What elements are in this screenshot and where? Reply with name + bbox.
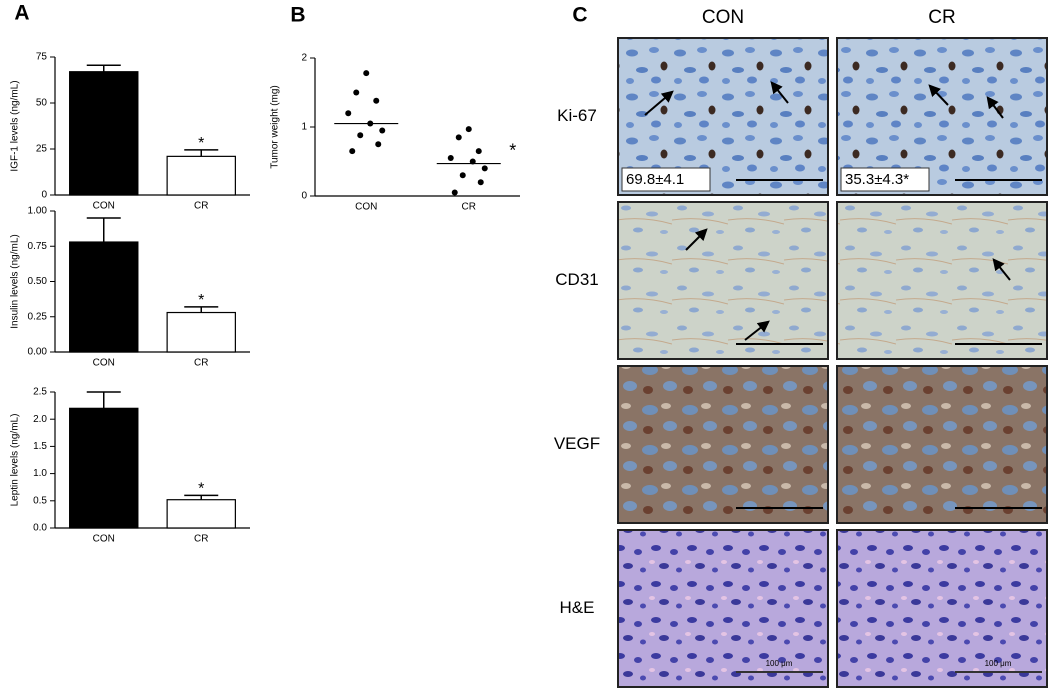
y-tick-label: 0.75 bbox=[28, 241, 48, 252]
scale-label: 100 μm bbox=[766, 659, 793, 668]
data-point bbox=[363, 70, 370, 77]
quantification-box bbox=[621, 167, 711, 192]
bar bbox=[69, 241, 139, 353]
arrow bbox=[986, 96, 1004, 119]
data-point bbox=[349, 148, 356, 155]
y-tick-label: 1.00 bbox=[28, 206, 48, 217]
y-tick-label: 0.5 bbox=[33, 495, 47, 506]
micrograph bbox=[836, 529, 1048, 688]
x-tick-label: CR bbox=[194, 358, 208, 369]
arrow bbox=[770, 81, 789, 104]
significance-marker: * bbox=[198, 481, 204, 498]
y-tick-label: 0 bbox=[301, 191, 307, 202]
x-tick-label: CR bbox=[194, 201, 208, 212]
micrograph bbox=[617, 365, 829, 524]
x-tick-label: CON bbox=[355, 202, 377, 213]
data-point bbox=[379, 127, 386, 134]
data-point bbox=[447, 155, 454, 162]
data-point bbox=[459, 172, 466, 179]
x-tick-label: CON bbox=[93, 534, 115, 545]
data-point bbox=[345, 110, 352, 117]
y-tick-label: 50 bbox=[36, 98, 48, 109]
data-point bbox=[475, 148, 482, 155]
x-tick-label: CR bbox=[194, 534, 208, 545]
data-point bbox=[465, 126, 472, 133]
arrow bbox=[992, 258, 1011, 281]
significance-marker: * bbox=[509, 140, 516, 160]
arrow bbox=[685, 228, 708, 251]
y-tick-label: 1.0 bbox=[33, 468, 47, 479]
panel-label: A bbox=[14, 2, 29, 25]
y-axis-label: IGF-1 levels (ng/mL) bbox=[10, 80, 21, 171]
arrow bbox=[928, 84, 949, 106]
quantification: 69.8±4.1 bbox=[626, 171, 684, 188]
micrograph bbox=[617, 529, 829, 688]
quantification: 35.3±4.3* bbox=[845, 171, 909, 188]
y-tick-label: 1 bbox=[301, 122, 307, 133]
panel-label: B bbox=[290, 4, 305, 27]
data-point bbox=[451, 189, 458, 196]
x-tick-label: CR bbox=[462, 202, 476, 213]
y-tick-label: 75 bbox=[36, 52, 48, 63]
bar bbox=[166, 499, 236, 529]
bar bbox=[166, 311, 236, 353]
y-tick-label: 1.5 bbox=[33, 441, 47, 452]
y-tick-label: 0.00 bbox=[28, 347, 48, 358]
y-tick-label: 0.0 bbox=[33, 523, 47, 534]
y-axis-label: Insulin levels (ng/mL) bbox=[10, 234, 21, 328]
row-label: Ki-67 bbox=[557, 106, 597, 125]
data-point bbox=[477, 179, 484, 186]
y-tick-label: 0.50 bbox=[28, 276, 48, 287]
y-tick-label: 0 bbox=[41, 190, 47, 201]
bar bbox=[69, 71, 139, 196]
x-tick-label: CON bbox=[93, 201, 115, 212]
row-label: CD31 bbox=[555, 270, 598, 289]
y-tick-label: 2.0 bbox=[33, 414, 47, 425]
micrograph bbox=[836, 201, 1048, 360]
data-point bbox=[481, 165, 488, 172]
panel-label: C bbox=[572, 4, 587, 27]
data-point bbox=[373, 97, 380, 104]
column-label: CON bbox=[702, 7, 744, 28]
data-point bbox=[455, 134, 462, 141]
x-tick-label: CON bbox=[93, 358, 115, 369]
arrows bbox=[644, 81, 1011, 341]
micrograph bbox=[617, 201, 829, 360]
y-tick-label: 0.25 bbox=[28, 311, 48, 322]
bar bbox=[166, 155, 236, 196]
data-point bbox=[357, 132, 364, 139]
row-label: VEGF bbox=[554, 434, 600, 453]
image-panel: CON CR Ki-67 69.8±4.1 35.3±4.3* CD31 VEGF H&E 10… bbox=[554, 7, 1048, 688]
y-tick-label: 2.5 bbox=[33, 387, 47, 398]
bar bbox=[69, 407, 139, 529]
significance-marker: * bbox=[198, 292, 204, 309]
significance-marker: * bbox=[198, 135, 204, 152]
data-point bbox=[375, 141, 382, 148]
data-point bbox=[353, 89, 360, 96]
column-label: CR bbox=[928, 7, 955, 28]
micrograph bbox=[836, 365, 1048, 524]
y-tick-label: 25 bbox=[36, 144, 48, 155]
y-axis-label: Tumor weight (mg) bbox=[270, 85, 281, 169]
quantification-box bbox=[840, 167, 930, 192]
arrow bbox=[644, 90, 674, 116]
y-tick-label: 2 bbox=[301, 53, 307, 64]
row-label: H&E bbox=[560, 598, 595, 617]
y-axis-label: Leptin levels (ng/mL) bbox=[10, 414, 21, 507]
arrow bbox=[744, 320, 770, 341]
scale-label: 100 μm bbox=[985, 659, 1012, 668]
